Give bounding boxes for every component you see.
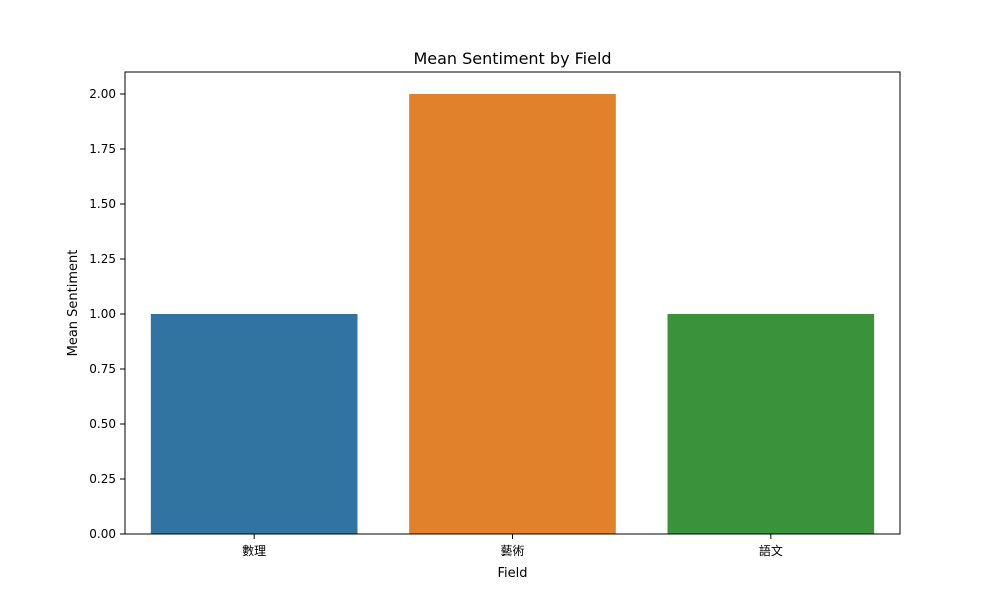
- y-tick-label: 1.50: [89, 197, 116, 211]
- y-tick-label: 0.50: [89, 417, 116, 431]
- bar-0: [150, 314, 358, 534]
- y-tick-label: 1.75: [89, 142, 116, 156]
- bar-2: [667, 314, 875, 534]
- x-tick-label: 藝術: [500, 544, 524, 558]
- plot-area: 數理 藝術 語文 0.00 0.25 0.50 0.75 1.00 1.25 1.50 1.75 2.…: [89, 71, 901, 558]
- x-tick-label: 語文: [759, 543, 783, 558]
- y-axis-label: Mean Sentiment: [66, 250, 81, 357]
- x-axis-label: Field: [497, 566, 527, 581]
- y-tick-label: 0.75: [89, 362, 116, 376]
- y-tick-label: 1.25: [89, 252, 116, 266]
- chart-title: Mean Sentiment by Field: [413, 49, 611, 68]
- y-tick-label: 0.25: [89, 472, 116, 486]
- x-tick-label: 數理: [242, 544, 266, 558]
- plot-frame: [124, 71, 901, 535]
- y-tick-label: 2.00: [89, 87, 116, 101]
- y-tick-label: 1.00: [89, 307, 116, 321]
- bar-1: [409, 94, 616, 534]
- y-tick-label: 0.00: [89, 527, 116, 541]
